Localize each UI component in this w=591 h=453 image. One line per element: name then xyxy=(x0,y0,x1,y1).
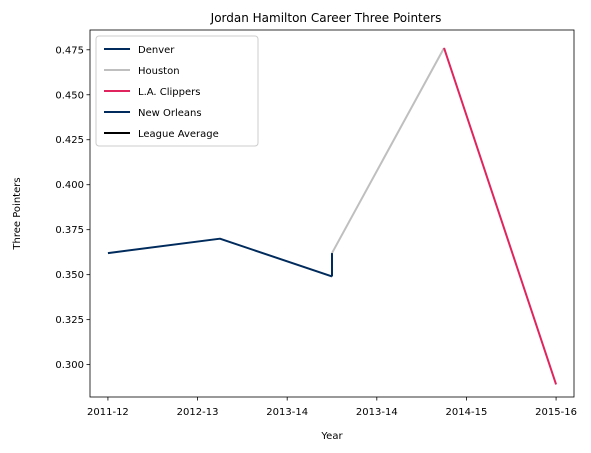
x-tick-label: 2015-16 xyxy=(535,407,577,418)
x-tick-label: 2013-14 xyxy=(266,407,308,418)
legend-label-denver: Denver xyxy=(138,45,175,56)
x-axis: 2011-12 2012-13 2013-14 2013-14 2014-15 2015-… xyxy=(87,397,577,418)
legend: Denver Houston L.A. Clippers New Orleans Lea… xyxy=(95,35,259,147)
x-tick-label: 2014-15 xyxy=(446,407,488,418)
series-line-denver xyxy=(107,237,333,278)
y-tick-label: 0.450 xyxy=(55,90,84,101)
legend-label-league-average: League Average xyxy=(138,129,219,140)
legend-label-l-a-clippers: L.A. Clippers xyxy=(138,87,200,98)
y-tick-label: 0.325 xyxy=(55,315,84,326)
plot-area xyxy=(107,47,558,385)
legend-label-houston: Houston xyxy=(138,66,180,77)
x-tick-label: 2011-12 xyxy=(87,407,129,418)
chart-title: Jordan Hamilton Career Three Pointers xyxy=(210,11,442,25)
legend-label-new-orleans: New Orleans xyxy=(138,108,202,119)
y-tick-label: 0.425 xyxy=(55,135,84,146)
series-layer xyxy=(107,47,558,385)
x-axis-title: Year xyxy=(320,431,343,442)
x-tick-label: 2012-13 xyxy=(177,407,219,418)
y-tick-label: 0.300 xyxy=(55,360,84,371)
x-tick-label: 2013-14 xyxy=(356,407,398,418)
series-line-l-a-clippers xyxy=(443,47,558,385)
legend-box xyxy=(95,35,259,147)
series-line-houston xyxy=(331,47,445,254)
y-tick-label: 0.350 xyxy=(55,270,84,281)
y-tick-label: 0.475 xyxy=(55,45,84,56)
y-axis: 0.300 0.325 0.350 0.375 0.400 0.425 0.450 0.475 xyxy=(55,45,90,371)
y-axis-title: Three Pointers xyxy=(12,177,23,250)
y-tick-label: 0.400 xyxy=(55,180,84,191)
plot-frame xyxy=(89,29,575,398)
y-tick-label: 0.375 xyxy=(55,225,84,236)
